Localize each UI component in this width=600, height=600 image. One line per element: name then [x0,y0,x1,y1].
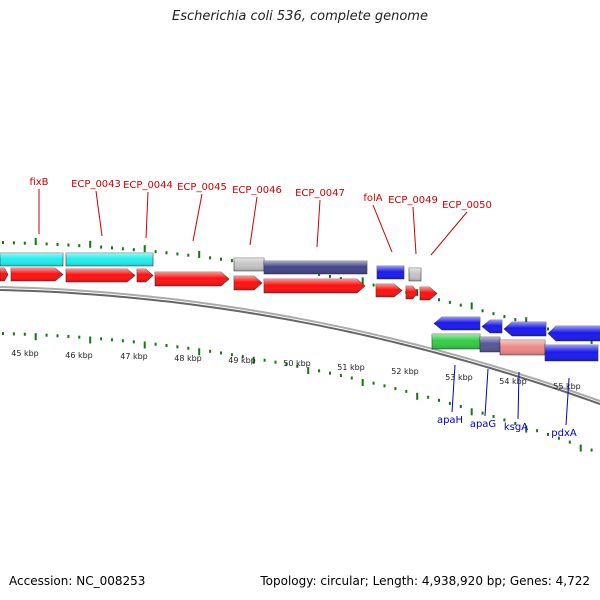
gene-box-shine [409,268,421,281]
kbp-scale-labels: 45 kbp 46 kbp 47 kbp 48 kbp 49 kbp 50 kbp 51 k… [11,349,581,391]
kbp-label: 53 kbp [445,373,473,382]
kbp-label: 49 kbp [228,356,256,365]
gene-arrow-shine [376,284,402,297]
gene-arrow-shine [155,272,229,286]
callout-line [316,199,321,248]
kbp-label: 48 kbp [174,354,202,363]
gene-arrow-shine [264,279,365,293]
gene-label: ECP_0045 [177,182,227,193]
gene-box-shine [234,258,264,271]
backbone-line [0,286,600,402]
kbp-label: 54 kbp [499,377,527,386]
gene-label: ECP_0049 [388,195,438,206]
callout-line [372,204,393,253]
kbp-label: 46 kbp [65,351,93,360]
map-title: Escherichia coli 536, complete genome [172,9,428,24]
callout-line [412,206,417,255]
gene-label: ksgA [504,422,528,433]
kbp-label: 50 kbp [283,359,311,368]
gene-arrow-shine [406,286,418,299]
backbone-line [0,289,600,405]
gene-label: apaH [437,415,463,426]
gene-box-shine [66,253,153,266]
gene-label: pdxA [551,428,577,439]
accession-label: Accession: NC_008253 [9,574,146,588]
gene-arrow-shine [548,326,600,341]
callout-line [565,377,570,426]
gene-box-shine [500,340,545,355]
callout-line [249,196,258,246]
gene-callouts: fixB ECP_0043 ECP_0044 ECP_0045 ECP_0046 ECP_… [29,177,576,439]
kbp-label: 51 kbp [337,363,365,372]
genome-backbone [0,286,600,405]
gene-box-shine [377,266,404,279]
callout-line [95,190,103,237]
gene-label: folA [363,193,382,204]
gene-box-shine [480,337,500,352]
gene-box-shine [264,261,367,274]
gene-arrow-shine [11,268,63,281]
genome-summary: Topology: circular; Length: 4,938,920 bp… [260,574,590,588]
callout-line [484,368,489,417]
gene-arrow-shine [434,317,480,330]
gene-label: ECP_0044 [123,180,173,191]
kbp-label: 45 kbp [11,349,39,358]
gene-features [0,252,600,362]
callout-line [451,364,456,413]
gene-label: ECP_0046 [232,185,282,196]
callout-line [192,193,203,242]
gene-box-shine [432,334,480,349]
gene-label: fixB [29,177,48,188]
kbp-label: 55 kbp [553,382,581,391]
gene-arrow-shine [504,322,546,336]
gene-arrow-shine [482,320,502,333]
gene-box-shine [0,253,63,266]
gene-arrow-shine [234,276,262,290]
gene-label: apaG [470,419,496,430]
gene-arrow-shine [420,287,437,300]
kbp-label: 52 kbp [391,367,419,376]
gene-box-shine [545,345,598,361]
kbp-label: 47 kbp [120,352,148,361]
callout-line [145,191,149,239]
gene-label: ECP_0050 [442,200,492,211]
gene-arrow-shine [137,269,153,282]
callout-line [430,211,468,256]
gene-label: ECP_0043 [71,179,121,190]
gene-arrow-shine [0,268,8,281]
gene-arrow-shine [66,269,135,282]
callout-line [517,371,520,420]
gene-label: ECP_0047 [295,188,345,199]
